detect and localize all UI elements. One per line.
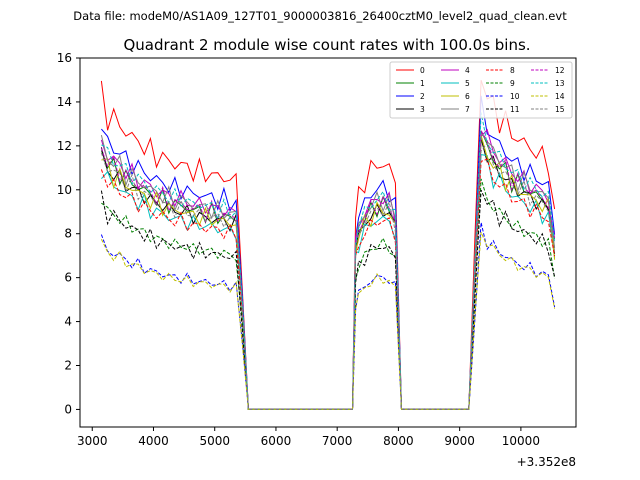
x-tick-label-5000: 5000 [199,434,230,448]
legend-label-9: 9 [510,79,515,88]
legend-label-4: 4 [465,66,470,75]
legend-label-14: 14 [555,92,565,101]
x-tick-label-9000: 9000 [444,434,475,448]
legend-label-7: 7 [465,105,470,114]
legend-entry-6: 6 [441,92,470,101]
chart-suptitle: Data file: modeM0/AS1A09_127T01_90000038… [73,9,567,23]
y-tick-label-8: 8 [64,227,72,241]
legend-entry-9: 9 [486,79,515,88]
legend-entry-4: 4 [441,66,470,75]
legend-label-6: 6 [465,92,470,101]
x-tick-label-3000: 3000 [77,434,108,448]
legend-entry-12: 12 [531,66,565,75]
y-tick-label-4: 4 [64,315,72,329]
chart-title: Quadrant 2 module wise count rates with … [123,36,530,54]
legend-entry-13: 13 [531,79,565,88]
y-tick-label-12: 12 [57,139,72,153]
x-tick-label-10000: 10000 [502,434,540,448]
legend-label-13: 13 [555,79,565,88]
legend-label-8: 8 [510,66,515,75]
legend-entry-5: 5 [441,79,470,88]
legend-entry-8: 8 [486,66,515,75]
x-tick-label-4000: 4000 [138,434,169,448]
x-axis: 3000 4000 5000 6000 7000 8000 9000 10000 [77,427,540,448]
legend-entry-11: 11 [486,105,520,114]
legend-entry-2: 2 [396,92,425,101]
x-tick-label-7000: 7000 [322,434,353,448]
legend-label-12: 12 [555,66,565,75]
legend-label-5: 5 [465,79,470,88]
x-offset-label: +3.352e8 [517,455,576,469]
plot-frame [79,57,577,428]
y-tick-label-0: 0 [64,402,72,416]
y-tick-label-16: 16 [57,51,72,65]
legend-entry-0: 0 [396,66,425,75]
legend-label-0: 0 [420,66,425,75]
legend-entry-3: 3 [396,105,425,114]
legend-entry-1: 1 [396,79,425,88]
legend-entry-7: 7 [441,105,470,114]
x-tick-label-8000: 8000 [383,434,414,448]
legend-label-10: 10 [510,92,520,101]
y-axis: 0 2 4 6 8 10 12 14 16 [57,51,80,416]
legend-entry-15: 15 [531,105,565,114]
series-line-11 [100,189,556,410]
series-line-8 [100,158,556,410]
legend-entry-14: 14 [531,92,565,101]
y-tick-label-2: 2 [64,359,72,373]
plot-area [80,58,576,427]
x-tick-label-6000: 6000 [261,434,292,448]
series-line-15 [100,142,556,410]
series-layer [100,80,556,410]
legend-label-2: 2 [420,92,425,101]
legend-label-1: 1 [420,79,425,88]
legend-label-15: 15 [555,105,565,114]
y-tick-label-6: 6 [64,271,72,285]
legend-label-3: 3 [420,105,425,114]
legend-entry-10: 10 [486,92,520,101]
y-tick-label-10: 10 [57,183,72,197]
y-tick-label-14: 14 [57,95,72,109]
legend-label-11: 11 [510,105,520,114]
legend-box [389,61,573,119]
